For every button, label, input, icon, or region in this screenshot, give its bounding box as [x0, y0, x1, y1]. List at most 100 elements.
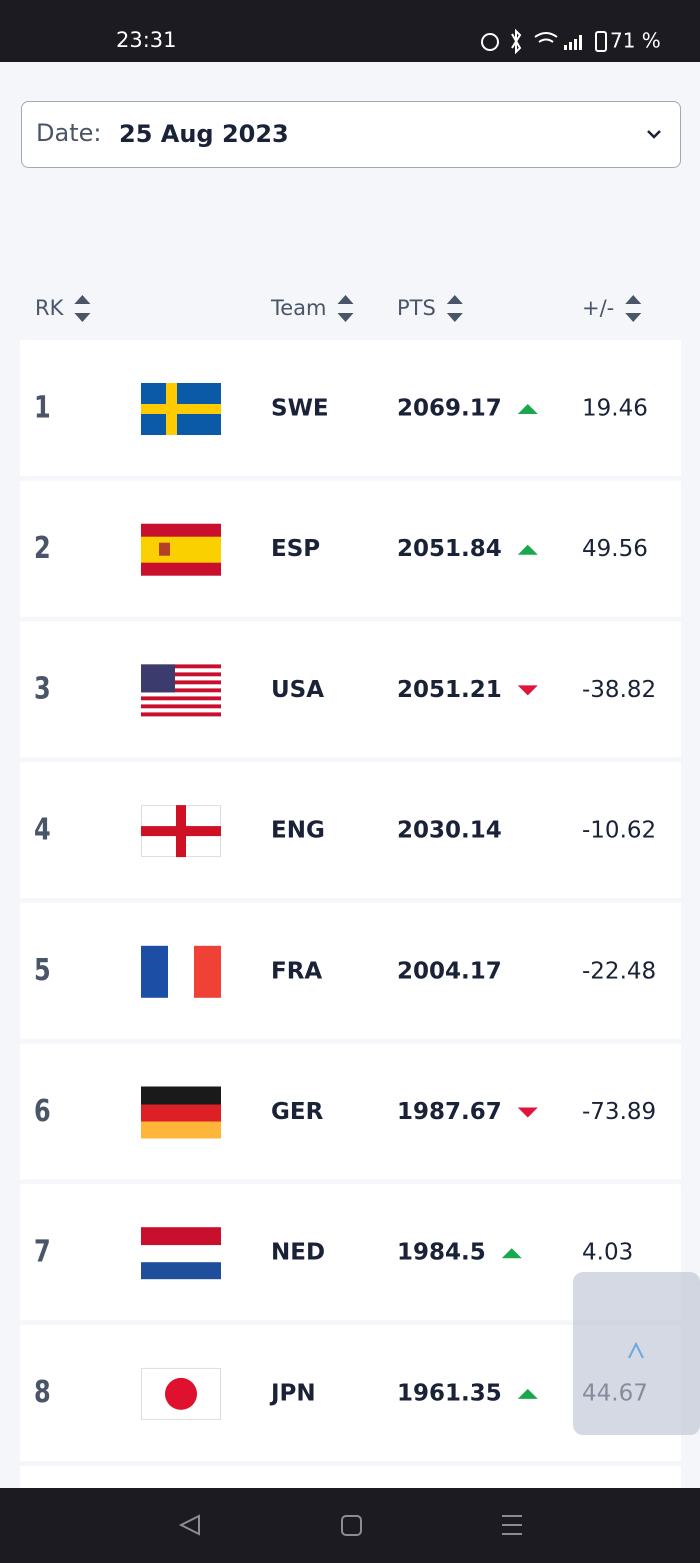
points: 1984.5 — [397, 1240, 486, 1266]
sort-icon — [625, 295, 642, 322]
date-label: Date: — [36, 119, 101, 147]
column-header[interactable]: Team — [270, 296, 327, 320]
table-row[interactable] — [20, 621, 681, 758]
points-change: 19.46 — [582, 396, 648, 422]
team-flag — [141, 1086, 221, 1139]
team-code: ESP — [271, 536, 320, 562]
nav-bar — [0, 1488, 700, 1563]
flag-part — [141, 704, 221, 709]
rank: 3 — [34, 672, 51, 706]
sort-icon — [446, 295, 463, 322]
table-row[interactable] — [20, 340, 681, 476]
table-row[interactable] — [20, 480, 681, 617]
points-change: -73.89 — [582, 1099, 656, 1125]
flag-part — [141, 1245, 221, 1263]
trend-down — [517, 1107, 538, 1118]
flag-part — [165, 1377, 197, 1410]
team-flag — [141, 664, 221, 717]
trend-up — [517, 544, 538, 555]
team-flag — [141, 383, 221, 435]
points-change: -38.82 — [582, 677, 656, 703]
scroll-top-icon — [628, 1341, 644, 1359]
flag-part — [141, 708, 221, 713]
flag-part — [141, 664, 221, 669]
rank: 6 — [34, 1094, 51, 1128]
status-icons — [481, 28, 607, 55]
scroll-top-button[interactable] — [573, 1272, 700, 1435]
points: 1987.67 — [397, 1099, 502, 1125]
table-row[interactable] — [20, 762, 681, 899]
team-code: USA — [271, 677, 324, 703]
flag-part — [141, 826, 221, 837]
flag-part — [141, 672, 221, 677]
flag-part — [159, 542, 170, 556]
team-code: JPN — [269, 1380, 316, 1406]
flag-part — [141, 684, 221, 689]
rank: 2 — [34, 531, 51, 565]
rank: 4 — [34, 813, 51, 847]
team-flag — [141, 523, 221, 576]
points-change: -22.48 — [582, 958, 656, 984]
team-code: FRA — [271, 958, 322, 984]
flag-part — [141, 404, 221, 414]
column-header[interactable]: +/- — [582, 296, 614, 320]
flag-part — [141, 680, 221, 685]
flag-part — [141, 696, 221, 701]
points-change: 4.03 — [582, 1240, 633, 1266]
rank: 7 — [34, 1235, 51, 1269]
points: 1961.35 — [397, 1380, 502, 1406]
flag-part — [141, 1227, 221, 1246]
battery-level: 71 % — [610, 29, 661, 53]
flag-part — [141, 1104, 221, 1122]
flag-part — [194, 945, 221, 998]
sort-icon — [74, 295, 91, 322]
trend-up — [517, 404, 538, 414]
points-change: 49.56 — [582, 536, 648, 562]
table-row[interactable] — [20, 902, 681, 1039]
rank: 8 — [34, 1376, 51, 1410]
flag-part — [141, 945, 168, 998]
sort-icon — [337, 295, 354, 322]
team-flag — [141, 945, 221, 998]
points: 2051.84 — [397, 536, 502, 562]
points: 2051.21 — [397, 677, 502, 703]
flag-part — [141, 668, 221, 673]
team-code: NED — [271, 1240, 325, 1266]
points-change: -10.62 — [582, 818, 656, 844]
flag-part — [141, 1121, 221, 1139]
flag-part — [141, 536, 221, 563]
points: 2004.17 — [397, 958, 502, 984]
column-header[interactable]: RK — [35, 296, 65, 320]
rank: 5 — [34, 954, 51, 988]
flag-part — [141, 676, 221, 681]
nav-buttons[interactable] — [178, 1514, 522, 1536]
flag-part — [141, 688, 221, 693]
team-flag — [141, 1367, 221, 1420]
status-bar — [0, 0, 700, 62]
table-row[interactable] — [20, 1184, 681, 1321]
flag-part — [168, 945, 194, 998]
signal-icon — [564, 35, 582, 50]
rank: 1 — [34, 391, 51, 425]
team-code: ENG — [271, 818, 325, 844]
table-row[interactable] — [20, 1043, 681, 1180]
team-flag — [141, 805, 221, 858]
team-flag — [141, 1227, 221, 1280]
trend-down — [517, 685, 538, 696]
date-dropdown[interactable] — [21, 101, 681, 168]
flag-part — [141, 1086, 221, 1105]
trend-up — [501, 1248, 522, 1259]
points: 2069.17 — [397, 396, 502, 422]
table-row[interactable] — [20, 1324, 681, 1461]
flag-part — [141, 664, 175, 693]
flag-part — [141, 1262, 221, 1280]
date-value: 25 Aug 2023 — [119, 120, 289, 148]
team-code: GER — [271, 1099, 324, 1125]
trend-up — [517, 1388, 538, 1399]
points: 2030.14 — [397, 818, 502, 844]
table-row-partial — [20, 1466, 681, 1488]
flag-part — [141, 712, 221, 717]
column-header[interactable]: PTS — [397, 296, 436, 320]
